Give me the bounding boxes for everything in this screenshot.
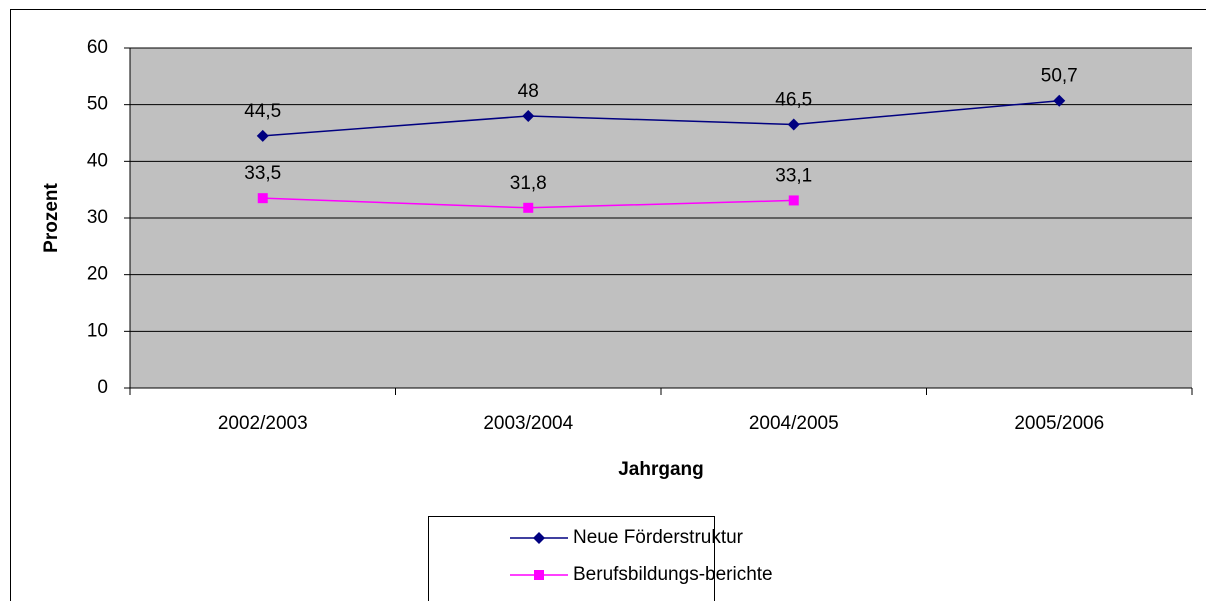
y-tick-label: 10 <box>87 320 108 341</box>
legend-marker <box>533 532 545 544</box>
x-tick-label: 2004/2005 <box>749 413 839 434</box>
data-label: 50,7 <box>1041 66 1078 87</box>
data-point <box>787 118 800 131</box>
legend-marker <box>534 570 544 580</box>
x-tick-label: 2003/2004 <box>483 413 573 434</box>
y-tick-label: 0 <box>97 377 108 398</box>
y-axis-title: Prozent <box>41 182 62 252</box>
legend-label: Neue Förderstruktur <box>573 527 744 548</box>
data-label: 44,5 <box>244 101 281 122</box>
y-tick-label: 50 <box>87 94 108 115</box>
data-label: 33,5 <box>244 163 281 184</box>
y-tick-label: 60 <box>87 37 108 58</box>
y-tick-label: 30 <box>87 207 108 228</box>
x-tick-label: 2005/2006 <box>1014 413 1104 434</box>
data-point <box>256 129 269 142</box>
data-label: 48 <box>518 81 539 102</box>
data-point <box>257 193 268 204</box>
legend-label: Berufsbildungs-berichte <box>573 564 773 585</box>
data-label: 33,1 <box>775 165 812 186</box>
data-point <box>1053 94 1066 107</box>
data-point <box>788 195 799 206</box>
x-axis-title: Jahrgang <box>618 459 704 480</box>
data-point <box>523 202 534 213</box>
data-label: 46,5 <box>775 90 812 111</box>
data-label: 31,8 <box>510 173 547 194</box>
series-line <box>262 99 1060 137</box>
data-point <box>522 110 535 122</box>
y-tick-label: 40 <box>87 150 108 171</box>
x-tick-label: 2002/2003 <box>218 413 308 434</box>
legend-box <box>428 516 715 601</box>
y-tick-label: 20 <box>87 264 108 285</box>
